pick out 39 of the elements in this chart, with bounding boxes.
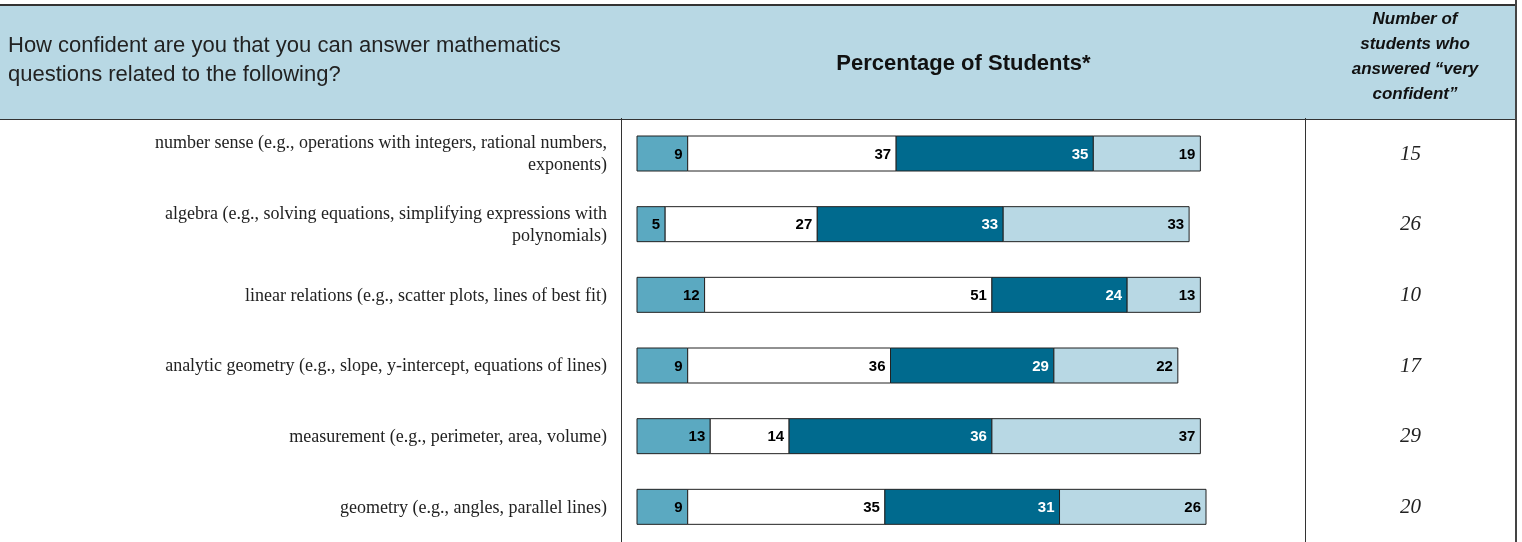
data-label: 37 <box>1178 427 1196 445</box>
data-label: 35 <box>863 498 880 516</box>
data-label: 51 <box>970 286 987 304</box>
data-label: 9 <box>674 144 683 162</box>
data-label: 24 <box>1105 286 1123 304</box>
text: 29 <box>1399 422 1422 450</box>
data-label: 9 <box>674 356 683 374</box>
data-label: 22 <box>1156 356 1173 374</box>
y-axis-title: How confident are you that you can answer mathematics questions related to the following? <box>8 31 562 88</box>
data-label: 31 <box>1037 498 1055 516</box>
data-label: 36 <box>970 427 987 445</box>
data-label: 29 <box>1032 356 1049 374</box>
data-label: 36 <box>868 356 886 374</box>
y-tick-label: measurement (e.g., perimeter, area, volume) <box>289 426 607 447</box>
data-label: 13 <box>1178 286 1196 304</box>
y-tick-label: linear relations (e.g., scatter plots, lines of best fit) <box>245 284 607 306</box>
data-label: 19 <box>1178 144 1196 162</box>
data-label: 27 <box>795 215 813 233</box>
data-label: 33 <box>1167 215 1185 233</box>
y-tick-label: number sense (e.g., operations with integers, rational numbers, exponents) <box>155 132 607 176</box>
text: 26 <box>1399 210 1422 238</box>
y-tick-label: algebra (e.g., solving equations, simplifying expressions with polynomials) <box>165 203 607 246</box>
text: 17 <box>1399 351 1423 379</box>
data-label: 9 <box>674 498 683 516</box>
y-tick-label: analytic geometry (e.g., slope, y-intercept, equations of lines) <box>165 355 607 377</box>
data-label: 33 <box>981 215 999 233</box>
text: 10 <box>1399 281 1422 309</box>
data-label: 14 <box>767 427 785 445</box>
data-label: 13 <box>688 427 706 445</box>
data-label: 37 <box>874 144 892 162</box>
y-tick-label: geometry (e.g., angles, parallel lines) <box>340 496 607 518</box>
text: 20 <box>1399 493 1422 521</box>
data-label: 26 <box>1184 498 1201 516</box>
data-label: 5 <box>651 215 661 233</box>
text: Number of students who answered “very confident” <box>1350 8 1480 105</box>
text: 15 <box>1399 139 1422 167</box>
data-label: 35 <box>1071 144 1089 162</box>
chart-title: Percentage of Students* <box>835 50 1092 76</box>
data-label: 12 <box>682 286 700 304</box>
